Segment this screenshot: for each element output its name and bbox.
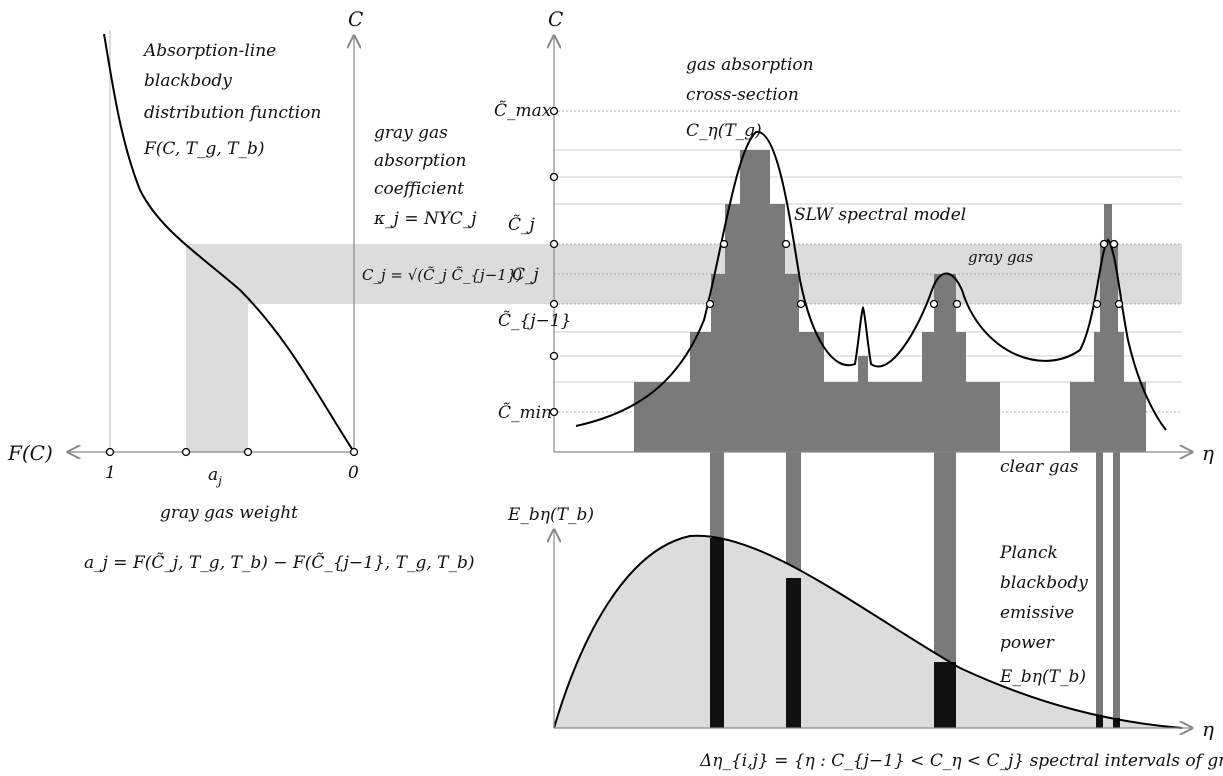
svg-text:distribution function: distribution function: [144, 103, 321, 123]
planck-label: Planck blackbody emissive power E_bη(T_b…: [999, 543, 1088, 687]
tick-zero: 0: [348, 463, 359, 483]
slw-model-label: SLW spectral model: [794, 205, 966, 225]
svg-text:κ_j = NYC_j: κ_j = NYC_j: [373, 209, 477, 229]
c-level-labels: C̃_max C̃_j C_j C̃_{j−1} C̃_min: [494, 101, 571, 423]
svg-text:C̃_j: C̃_j: [508, 215, 536, 235]
tick-one: 1: [105, 463, 116, 483]
svg-text:coefficient: coefficient: [374, 179, 464, 199]
intervals-label: Δη_{i,j} = {η : C_{j−1} < C_η < C_j} spe…: [699, 751, 1223, 771]
planck-intersections: [710, 538, 1120, 728]
cross-section-title: gas absorption cross-section: [686, 55, 814, 105]
svg-text:cross-section: cross-section: [686, 85, 799, 105]
svg-text:Planck: Planck: [999, 543, 1058, 563]
planck-area: [554, 535, 1182, 728]
clear-gas-label: clear gas: [1000, 457, 1079, 477]
albdf-curve: [103, 33, 355, 453]
svg-text:blackbody: blackbody: [1000, 573, 1088, 593]
svg-text:absorption: absorption: [374, 151, 466, 171]
left-y-axis-label: C: [348, 7, 363, 31]
svg-text:C̃_max: C̃_max: [494, 101, 552, 121]
svg-text:C̃_{j−1}: C̃_{j−1}: [498, 311, 571, 331]
left-x-axis-label: F(C): [7, 441, 53, 465]
right-x-axis-label: η: [1202, 441, 1214, 465]
bottom-y-axis-label: E_bη(T_b): [507, 505, 594, 525]
svg-text:power: power: [1000, 633, 1055, 653]
bottom-x-axis-label: η: [1202, 717, 1214, 741]
right-axis-markers: [549, 106, 559, 417]
weight-formula: a_j = F(C̃_j, T_g, T_b) − F(C̃_{j−1}, T_…: [84, 553, 475, 573]
planck-curve: [553, 534, 1183, 729]
band-intersection-markers: [705, 239, 1124, 309]
cross-section-label: C_η(T_g): [686, 121, 762, 141]
coefficient-label: gray gas absorption coefficient κ_j = NY…: [373, 123, 477, 229]
slw-step-bars: [634, 150, 1146, 452]
svg-text:C_j: C_j: [512, 265, 540, 285]
svg-text:E_bη(T_b): E_bη(T_b): [999, 667, 1086, 687]
svg-text:C̃_min: C̃_min: [498, 403, 552, 423]
weight-label: gray gas weight: [160, 503, 298, 523]
svg-text:gray gas: gray gas: [374, 123, 448, 143]
cj-formula: C_j = √(C̃_j C̃_{j−1}): [362, 266, 522, 284]
svg-text:gas absorption: gas absorption: [686, 55, 814, 75]
left-axis-markers: [105, 447, 359, 457]
tick-aj: aj: [208, 465, 222, 488]
albdf-title: Absorption-line blackbody distribution f…: [142, 41, 321, 159]
svg-text:blackbody: blackbody: [144, 71, 232, 91]
svg-text:F(C, T_g, T_b): F(C, T_g, T_b): [143, 139, 265, 159]
right-y-axis-label: C: [548, 7, 563, 31]
gray-gas-label: gray gas: [968, 248, 1034, 266]
aj-weight-region: [186, 304, 248, 452]
svg-text:Absorption-line: Absorption-line: [142, 41, 276, 61]
svg-text:emissive: emissive: [1000, 603, 1074, 623]
